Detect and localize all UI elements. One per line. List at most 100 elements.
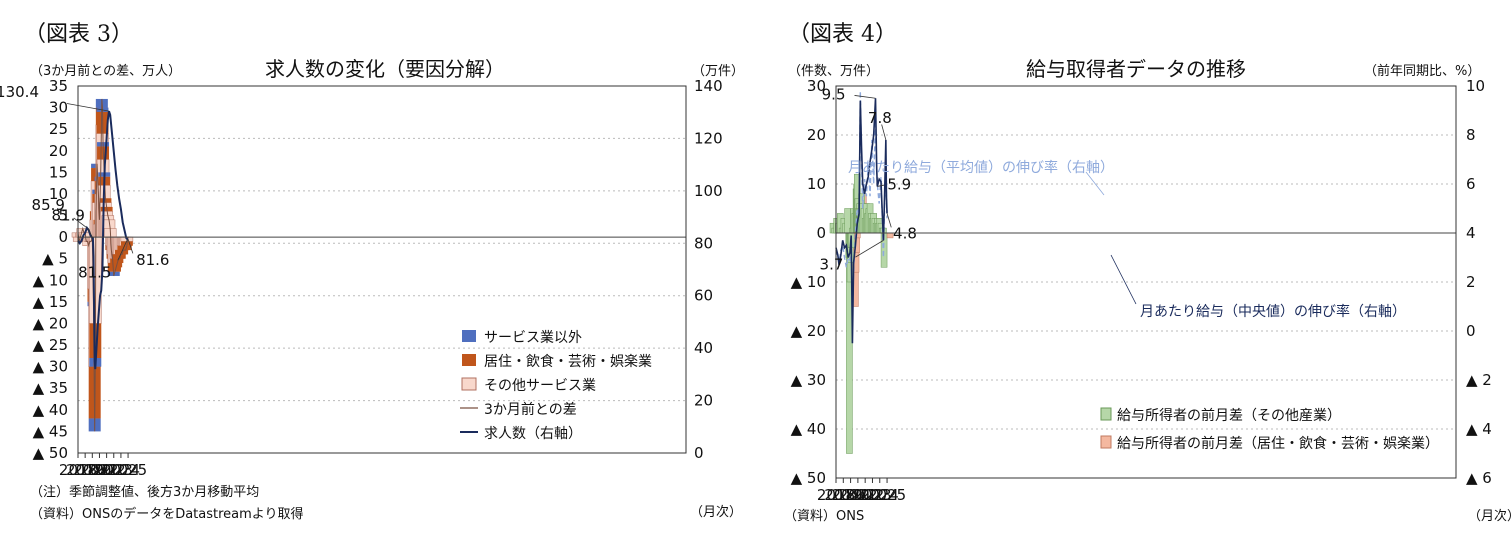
annotation-leader — [886, 213, 892, 228]
legend-swatch — [461, 377, 477, 391]
x-tick-label: 2019 — [824, 486, 862, 504]
y-right-tick-label: 60 — [694, 287, 713, 305]
y-right-tick-label: 2 — [1466, 273, 1476, 291]
bar-hospitality — [111, 258, 124, 264]
x-tick-label: 2024 — [861, 486, 899, 504]
x-tick-label: 2018 — [817, 486, 855, 504]
y-left-tick-label: ▲ 10 — [33, 271, 68, 289]
y-left-tick-label: ▲ 50 — [33, 444, 68, 462]
annotation-leader — [855, 240, 884, 258]
mean-line-label: 月あたり給与（平均値）の伸び率（右軸） — [848, 159, 1114, 176]
y-right-tick-label: 0 — [1466, 322, 1476, 340]
y-left-tick-label: ▲ 5 — [42, 250, 68, 268]
y-right-tick-label: ▲ 6 — [1466, 469, 1492, 487]
annotations: 85.981.9 130.4 81.5 81.6 — [0, 83, 169, 281]
y-right-tick-label: 0 — [694, 444, 704, 462]
legend-swatch — [1100, 435, 1112, 449]
y-right-tick-label: ▲ 4 — [1466, 420, 1492, 438]
y-left-tick-label: 0 — [816, 224, 826, 242]
legend-label: 給与所得者の前月差（居住・飲食・芸術・娯楽業） — [1117, 435, 1439, 452]
y-left-tick-label: 35 — [49, 77, 68, 95]
y-left-tick-label: 30 — [807, 77, 826, 95]
y-left-tick-label: ▲ 40 — [791, 420, 826, 438]
axes: 35 30 25 20 15 10 5 0 ▲ 5 ▲ 10 ▲ 15 ▲ 20 ▲ 25 ▲ 30 ▲ 3… — [33, 77, 723, 479]
legend-swatch — [462, 354, 476, 366]
x-tick-label: 2018 — [59, 461, 97, 479]
x-tick-label: 2020 — [73, 461, 111, 479]
y-right-tick-label: 20 — [694, 392, 713, 410]
annotation-leader — [881, 124, 887, 141]
y-left-tick-label: 10 — [807, 175, 826, 193]
median-line — [835, 98, 888, 344]
legend-label: 3か月前との差 — [484, 401, 577, 418]
y-right-tick-label: 80 — [694, 234, 713, 252]
annotations: 月あたり給与（平均値）の伸び率（右軸） 月あたり給与（中央値）の伸び率（右軸） 9.… — [820, 85, 1406, 320]
y-right-tick-label: 120 — [694, 129, 723, 147]
figure-panel-3: （図表 3） 求人数の変化（要因分解） （3か月前との差、万人） （万件） （月… — [0, 0, 756, 553]
y-left-tick-label: 5 — [58, 207, 68, 225]
y-left-tick-label: ▲ 25 — [33, 336, 68, 354]
grid-lines — [78, 85, 686, 454]
legend-swatch — [462, 330, 476, 342]
note-line-1: （注）季節調整値、後方3か月移動平均 — [30, 484, 259, 500]
chart-title: 求人数の変化（要因分解） — [265, 57, 505, 81]
y-right-tick-label: 8 — [1466, 126, 1476, 144]
x-tick-label: 2024 — [102, 461, 140, 479]
annotation-leader — [117, 239, 128, 261]
y-right-tick-label: ▲ 2 — [1466, 371, 1492, 389]
right-axis-unit: （前年同期比、%） — [1364, 63, 1480, 79]
legend-label: その他サービス業 — [484, 378, 596, 394]
chart-4-svg: 給与取得者データの推移 （件数、万件） （前年同期比、%） （月次） （資料）O… — [784, 57, 1512, 524]
bar-hospitality — [116, 250, 129, 255]
note-line-2: （資料）ONSのデータをDatastreamより取得 — [30, 506, 304, 522]
figure-label: （図表 4） — [788, 22, 897, 47]
y-right-tick-label: 4 — [1466, 224, 1476, 242]
y-left-tick-label: ▲ 10 — [791, 273, 826, 291]
x-tick-label: 2020 — [831, 486, 869, 504]
y-left-tick-label: 30 — [49, 99, 68, 117]
y-left-tick-label: ▲ 20 — [33, 314, 68, 332]
y-right-tick-label: 100 — [694, 182, 723, 200]
annotation-label: 85.9 — [32, 196, 65, 214]
note-line-1: （資料）ONS — [784, 509, 864, 524]
bar-hospitality — [108, 263, 121, 272]
y-left-tick-label: 20 — [49, 142, 68, 160]
median-line-label: 月あたり給与（中央値）の伸び率（右軸） — [1140, 303, 1406, 320]
y-left-tick-label: 15 — [49, 163, 68, 181]
legend-label: 給与所得者の前月差（その他産業） — [1117, 407, 1341, 424]
annotation-leader — [73, 217, 88, 229]
annotation-leader — [87, 228, 94, 239]
annotation-label: 81.9 — [51, 206, 84, 224]
annotation-label: 130.4 — [0, 83, 39, 101]
left-axis-unit: （3か月前との差、万人） — [30, 63, 181, 79]
x-tick-label: 2021 — [839, 486, 877, 504]
chart-title: 給与取得者データの推移 — [1026, 57, 1246, 81]
annotation-leader — [854, 95, 876, 99]
plot-frame — [835, 85, 1457, 479]
annotation-label: 3.7 — [820, 255, 844, 273]
diff-line — [77, 98, 129, 432]
x-tick-label: 2023 — [853, 486, 891, 504]
plot-frame — [77, 85, 687, 454]
y-left-tick-label: ▲ 35 — [33, 379, 68, 397]
figure-panel-4: （図表 4） 給与取得者データの推移 （件数、万件） （前年同期比、%） （月次… — [756, 0, 1512, 553]
x-tick-label: 2022 — [846, 486, 884, 504]
annotation-label: 7.8 — [868, 109, 892, 127]
y-left-tick-label: ▲ 40 — [33, 401, 68, 419]
y-left-tick-label: ▲ 30 — [791, 371, 826, 389]
x-axis-unit: （月次） — [1468, 508, 1512, 524]
y-right-tick-label: 10 — [1466, 77, 1485, 95]
annotation-leader — [877, 184, 885, 187]
bar-hospitality — [119, 245, 132, 251]
x-tick-label: 2023 — [95, 461, 133, 479]
y-right-tick-label: 40 — [694, 339, 713, 357]
mean-line-leader — [1085, 171, 1105, 196]
y-left-tick-label: ▲ 30 — [33, 358, 68, 376]
line-series — [835, 90, 888, 344]
x-tick-label: 2022 — [88, 461, 126, 479]
annotation-label: 4.8 — [893, 224, 917, 242]
annotation-leader — [66, 103, 110, 112]
figure-label: （図表 3） — [24, 22, 133, 47]
